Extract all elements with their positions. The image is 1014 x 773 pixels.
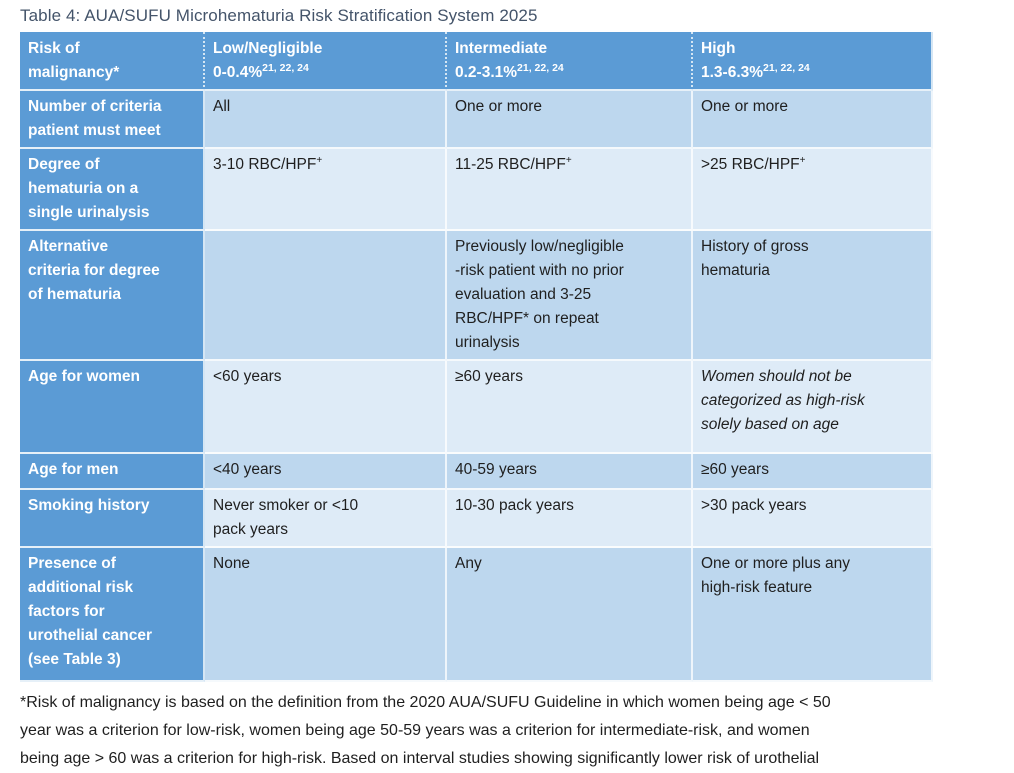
- table-cell-note-women-high-risk: Women should not be categorized as high-…: [693, 361, 933, 454]
- table-row: Presence of additional risk factors for …: [20, 548, 933, 682]
- table-row: Age for women <60 years ≥60 years Women …: [20, 361, 933, 454]
- table-cell: 3-10 RBC/HPF+: [205, 149, 447, 231]
- table-cell: History of gross hematuria: [693, 231, 933, 361]
- table-cell: 10-30 pack years: [447, 490, 693, 548]
- table-row: Smoking history Never smoker or <10 pack…: [20, 490, 933, 548]
- risk-stratification-table: Risk of malignancy* Low/Negligible 0-0.4%…: [20, 32, 933, 682]
- table-cell: <60 years: [205, 361, 447, 454]
- row-label-degree-of-hematuria: Degree of hematuria on a single urinalys…: [20, 149, 205, 231]
- table-cell: One or more: [447, 91, 693, 149]
- column-header-low-negligible: Low/Negligible 0-0.4%21, 22, 24: [205, 32, 447, 91]
- table-cell: One or more: [693, 91, 933, 149]
- table-cell: 40-59 years: [447, 454, 693, 490]
- column-name: Intermediate: [455, 40, 548, 57]
- table-cell: Any: [447, 548, 693, 682]
- table-cell: [205, 231, 447, 361]
- plus-superscript: +: [565, 154, 572, 166]
- table-cell: All: [205, 91, 447, 149]
- column-risk-range: 0-0.4%: [213, 64, 263, 81]
- plus-superscript: +: [316, 154, 323, 166]
- row-label-smoking-history: Smoking history: [20, 490, 205, 548]
- column-header-high: High 1.3-6.3%21, 22, 24: [693, 32, 933, 91]
- reference-superscript: 21, 22, 24: [262, 61, 309, 74]
- column-header-intermediate: Intermediate 0.2-3.1%21, 22, 24: [447, 32, 693, 91]
- row-label-age-for-women: Age for women: [20, 361, 205, 454]
- table-cell: ≥60 years: [447, 361, 693, 454]
- reference-superscript: 21, 22, 24: [517, 61, 564, 74]
- table-cell: >30 pack years: [693, 490, 933, 548]
- table-cell: Previously low/negligible -risk patient …: [447, 231, 693, 361]
- footnote-text: *Risk of malignancy is based on the defi…: [20, 694, 831, 767]
- table-cell: Never smoker or <10 pack years: [205, 490, 447, 548]
- row-label-additional-risk-factors: Presence of additional risk factors for …: [20, 548, 205, 682]
- table-row: Age for men <40 years 40-59 years ≥60 ye…: [20, 454, 933, 490]
- table-cell: 11-25 RBC/HPF+: [447, 149, 693, 231]
- cell-text: 3-10 RBC/HPF: [213, 156, 317, 173]
- table-cell: None: [205, 548, 447, 682]
- header-row: Risk of malignancy* Low/Negligible 0-0.4%…: [20, 32, 933, 91]
- reference-superscript: 21, 22, 24: [763, 61, 810, 74]
- table-cell: <40 years: [205, 454, 447, 490]
- plus-superscript: +: [799, 154, 806, 166]
- table-cell: >25 RBC/HPF+: [693, 149, 933, 231]
- cell-text: 11-25 RBC/HPF: [455, 156, 566, 173]
- table-row: Degree of hematuria on a single urinalys…: [20, 149, 933, 231]
- column-name: High: [701, 40, 736, 57]
- table-cell: One or more plus any high-risk feature: [693, 548, 933, 682]
- cell-text: >25 RBC/HPF: [701, 156, 800, 173]
- column-name: Low/Negligible: [213, 40, 323, 57]
- table-row: Alternative criteria for degree of hemat…: [20, 231, 933, 361]
- table-caption: Table 4: AUA/SUFU Microhematuria Risk St…: [20, 6, 538, 25]
- corner-header-risk-of-malignancy: Risk of malignancy*: [20, 32, 205, 91]
- row-label-age-for-men: Age for men: [20, 454, 205, 490]
- row-label-number-of-criteria: Number of criteria patient must meet: [20, 91, 205, 149]
- column-risk-range: 0.2-3.1%: [455, 64, 518, 81]
- column-risk-range: 1.3-6.3%: [701, 64, 764, 81]
- row-label-alternative-criteria: Alternative criteria for degree of hemat…: [20, 231, 205, 361]
- table-cell: ≥60 years: [693, 454, 933, 490]
- table-row: Number of criteria patient must meet All…: [20, 91, 933, 149]
